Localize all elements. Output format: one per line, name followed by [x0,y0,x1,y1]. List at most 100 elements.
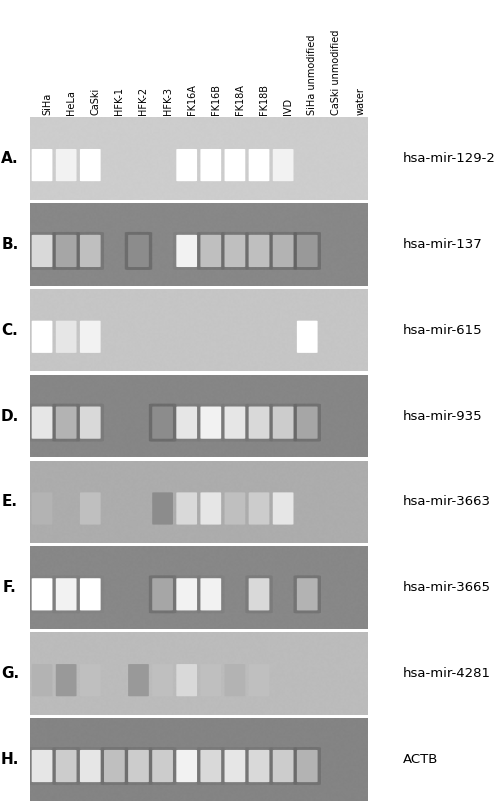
Text: FK16B: FK16B [211,84,221,115]
FancyBboxPatch shape [176,406,197,439]
FancyBboxPatch shape [176,664,197,696]
FancyBboxPatch shape [376,693,392,704]
FancyBboxPatch shape [270,747,297,785]
FancyBboxPatch shape [221,232,248,270]
FancyBboxPatch shape [80,149,100,181]
FancyBboxPatch shape [376,440,392,450]
FancyBboxPatch shape [152,406,173,439]
FancyBboxPatch shape [76,747,104,785]
FancyBboxPatch shape [376,420,392,431]
Text: B.: B. [2,237,18,252]
FancyBboxPatch shape [28,575,56,613]
FancyBboxPatch shape [297,235,318,267]
FancyBboxPatch shape [173,575,201,613]
FancyBboxPatch shape [297,579,318,610]
FancyBboxPatch shape [124,232,152,270]
FancyBboxPatch shape [376,244,392,255]
FancyBboxPatch shape [56,750,76,782]
FancyBboxPatch shape [28,232,56,270]
FancyBboxPatch shape [224,750,246,782]
FancyBboxPatch shape [128,664,149,696]
FancyBboxPatch shape [80,492,100,524]
FancyBboxPatch shape [173,404,201,442]
FancyBboxPatch shape [56,149,76,181]
FancyBboxPatch shape [52,575,80,613]
FancyBboxPatch shape [221,404,248,442]
FancyBboxPatch shape [80,750,100,782]
FancyBboxPatch shape [197,232,224,270]
FancyBboxPatch shape [294,747,321,785]
FancyBboxPatch shape [376,296,392,306]
FancyBboxPatch shape [376,754,392,765]
FancyBboxPatch shape [246,404,273,442]
Text: G.: G. [1,666,19,681]
FancyBboxPatch shape [376,583,392,593]
FancyBboxPatch shape [173,232,201,270]
FancyBboxPatch shape [246,575,273,613]
FancyBboxPatch shape [76,232,104,270]
FancyBboxPatch shape [32,579,52,610]
FancyBboxPatch shape [246,232,273,270]
FancyBboxPatch shape [200,664,221,696]
FancyBboxPatch shape [32,664,52,696]
FancyBboxPatch shape [56,406,76,439]
FancyBboxPatch shape [56,664,76,696]
FancyBboxPatch shape [294,232,321,270]
Text: D.: D. [1,409,19,423]
FancyBboxPatch shape [176,750,197,782]
FancyBboxPatch shape [152,664,173,696]
FancyBboxPatch shape [248,492,270,524]
Text: CaSki: CaSki [90,87,101,115]
FancyBboxPatch shape [376,325,392,335]
Text: hsa-mir-3663: hsa-mir-3663 [402,495,490,508]
FancyBboxPatch shape [32,750,52,782]
FancyBboxPatch shape [32,321,52,353]
FancyBboxPatch shape [376,272,392,283]
FancyBboxPatch shape [248,235,270,267]
FancyBboxPatch shape [80,321,100,353]
Text: FK16A: FK16A [186,84,196,115]
FancyBboxPatch shape [128,750,149,782]
FancyBboxPatch shape [149,747,176,785]
FancyBboxPatch shape [176,149,197,181]
FancyBboxPatch shape [376,468,392,478]
FancyBboxPatch shape [197,404,224,442]
FancyBboxPatch shape [221,747,248,785]
FancyBboxPatch shape [376,668,392,679]
Text: FK18A: FK18A [235,84,245,115]
Text: A.: A. [1,151,19,166]
FancyBboxPatch shape [80,235,100,267]
FancyBboxPatch shape [297,406,318,439]
Text: hsa-mir-615: hsa-mir-615 [402,324,482,337]
Text: HFK-3: HFK-3 [162,86,172,115]
FancyBboxPatch shape [104,750,124,782]
FancyBboxPatch shape [376,258,392,269]
Text: H.: H. [1,752,19,767]
Text: SiHa unmodified: SiHa unmodified [307,35,317,115]
FancyBboxPatch shape [376,216,392,226]
Text: hsa-mir-129-2: hsa-mir-129-2 [402,152,496,165]
FancyBboxPatch shape [248,664,270,696]
FancyBboxPatch shape [32,406,52,439]
Text: C.: C. [2,322,18,338]
FancyBboxPatch shape [297,321,318,353]
FancyBboxPatch shape [270,404,297,442]
FancyBboxPatch shape [273,406,293,439]
FancyBboxPatch shape [28,747,56,785]
FancyBboxPatch shape [376,525,392,537]
Text: hsa-mir-4281: hsa-mir-4281 [402,667,490,680]
Text: water: water [356,87,366,115]
FancyBboxPatch shape [273,149,293,181]
FancyBboxPatch shape [376,229,392,241]
Text: hsa-mir-137: hsa-mir-137 [402,238,482,250]
FancyBboxPatch shape [149,404,176,442]
FancyBboxPatch shape [376,402,392,412]
FancyBboxPatch shape [376,182,392,193]
FancyBboxPatch shape [376,496,392,507]
FancyBboxPatch shape [197,575,224,613]
Text: hsa-mir-3665: hsa-mir-3665 [402,581,490,594]
FancyBboxPatch shape [56,579,76,610]
Text: hsa-mir-935: hsa-mir-935 [402,410,482,423]
FancyBboxPatch shape [376,607,392,618]
FancyBboxPatch shape [297,750,318,782]
